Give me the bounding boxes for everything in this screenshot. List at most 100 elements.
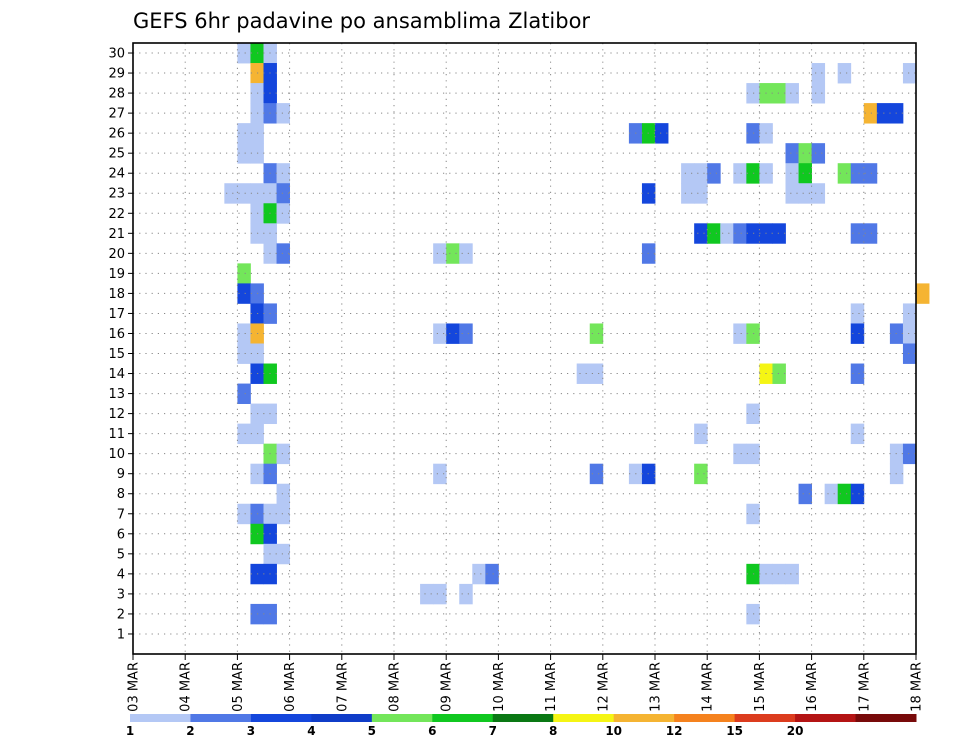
heat-cell xyxy=(237,343,251,364)
heat-cell xyxy=(576,363,591,384)
y-tick-label: 25 xyxy=(108,147,125,162)
heat-cell xyxy=(276,183,290,204)
heat-cell xyxy=(785,183,799,204)
y-tick-label: 24 xyxy=(108,167,125,182)
x-tick-label: 03 MAR xyxy=(127,662,142,712)
heat-cell xyxy=(694,183,708,204)
heat-cell xyxy=(850,223,865,244)
x-tick-label: 10 MAR xyxy=(492,662,507,712)
heat-cell xyxy=(237,43,251,64)
heat-cell xyxy=(237,503,251,525)
axes: 1234567891011121314151617181920212223242… xyxy=(108,47,924,712)
heat-cell xyxy=(850,303,865,324)
y-tick-label: 7 xyxy=(117,507,125,522)
colorbar-label: 3 xyxy=(247,724,255,738)
heat-cell xyxy=(798,183,812,204)
heat-cell xyxy=(837,63,852,84)
y-tick-label: 29 xyxy=(108,67,125,82)
heat-cell xyxy=(694,423,708,445)
heat-cell xyxy=(863,163,878,184)
heat-cell xyxy=(798,163,812,184)
heat-cell xyxy=(589,363,604,384)
colorbar-swatch xyxy=(311,714,373,722)
y-tick-label: 19 xyxy=(108,267,125,282)
y-tick-label: 20 xyxy=(108,247,125,262)
x-tick-label: 13 MAR xyxy=(649,662,664,712)
colorbar-swatch xyxy=(553,714,615,722)
heat-cell xyxy=(850,483,865,505)
grid-lines xyxy=(133,43,916,654)
colorbar-swatch xyxy=(250,714,312,722)
heat-cell xyxy=(785,83,799,104)
heat-cell xyxy=(237,383,251,404)
heat-cell xyxy=(811,183,826,204)
colorbar-swatch xyxy=(613,714,675,722)
heat-cell xyxy=(902,303,917,324)
y-tick-label: 13 xyxy=(108,387,125,402)
heat-cell xyxy=(785,563,799,585)
heat-cell xyxy=(850,323,865,344)
x-tick-label: 08 MAR xyxy=(388,662,403,712)
heat-cell xyxy=(811,143,826,164)
heat-cell xyxy=(850,163,865,184)
heat-cell xyxy=(733,443,747,465)
y-tick-label: 17 xyxy=(108,307,125,322)
heat-cell xyxy=(824,483,839,505)
colorbar-swatch xyxy=(734,714,796,722)
heat-cell xyxy=(902,343,917,364)
heat-cell xyxy=(446,323,460,344)
x-tick-label: 04 MAR xyxy=(179,662,194,712)
heat-cell xyxy=(772,223,786,244)
heat-cell xyxy=(276,503,290,525)
y-tick-label: 10 xyxy=(108,447,125,462)
heat-cell xyxy=(420,583,434,605)
colorbar-label: 2 xyxy=(186,724,194,738)
heat-cell xyxy=(433,463,447,485)
heat-cell xyxy=(276,203,290,224)
colorbar-swatch xyxy=(674,714,736,722)
chart-title: GEFS 6hr padavine po ansamblima Zlatibor xyxy=(133,9,590,33)
colorbar-swatch xyxy=(371,714,433,722)
y-tick-label: 27 xyxy=(108,107,125,122)
y-tick-label: 22 xyxy=(108,207,125,222)
heat-cell xyxy=(237,143,251,164)
heat-cell xyxy=(720,223,734,244)
heat-cell xyxy=(237,183,251,204)
colorbar-label: 5 xyxy=(368,724,376,738)
heat-cell xyxy=(237,263,251,284)
heat-cell xyxy=(733,323,747,344)
y-tick-label: 2 xyxy=(117,607,125,622)
plot-frame xyxy=(132,42,917,655)
colorbar-swatch xyxy=(130,714,191,722)
heat-cell xyxy=(237,283,251,304)
colorbar-label: 20 xyxy=(787,724,804,738)
y-tick-label: 21 xyxy=(108,227,125,242)
heat-cell xyxy=(237,423,251,445)
x-tick-label: 12 MAR xyxy=(596,662,611,712)
heat-cell xyxy=(694,223,708,244)
colorbar-swatch xyxy=(795,714,857,722)
y-tick-label: 23 xyxy=(108,187,125,202)
heat-cell xyxy=(694,463,708,485)
heat-cell xyxy=(276,243,290,264)
y-tick-label: 1 xyxy=(117,627,125,642)
heat-cell xyxy=(798,143,812,164)
y-tick-label: 3 xyxy=(117,587,125,602)
y-tick-label: 28 xyxy=(108,87,125,102)
heat-cell xyxy=(863,223,878,244)
x-tick-label: 11 MAR xyxy=(544,662,559,712)
heat-cell xyxy=(589,463,604,485)
colorbar-swatch xyxy=(855,714,917,722)
heat-cell xyxy=(772,363,786,384)
colorbar-label: 10 xyxy=(605,724,622,738)
colorbar-label: 6 xyxy=(428,724,436,738)
heat-cell xyxy=(707,223,721,244)
heat-cell xyxy=(733,163,747,184)
heat-cell xyxy=(837,483,852,505)
y-tick-label: 4 xyxy=(117,567,125,582)
heat-cell xyxy=(589,323,604,344)
colorbar-swatch xyxy=(190,714,252,722)
heat-cell xyxy=(433,323,447,344)
y-tick-label: 30 xyxy=(108,47,125,62)
